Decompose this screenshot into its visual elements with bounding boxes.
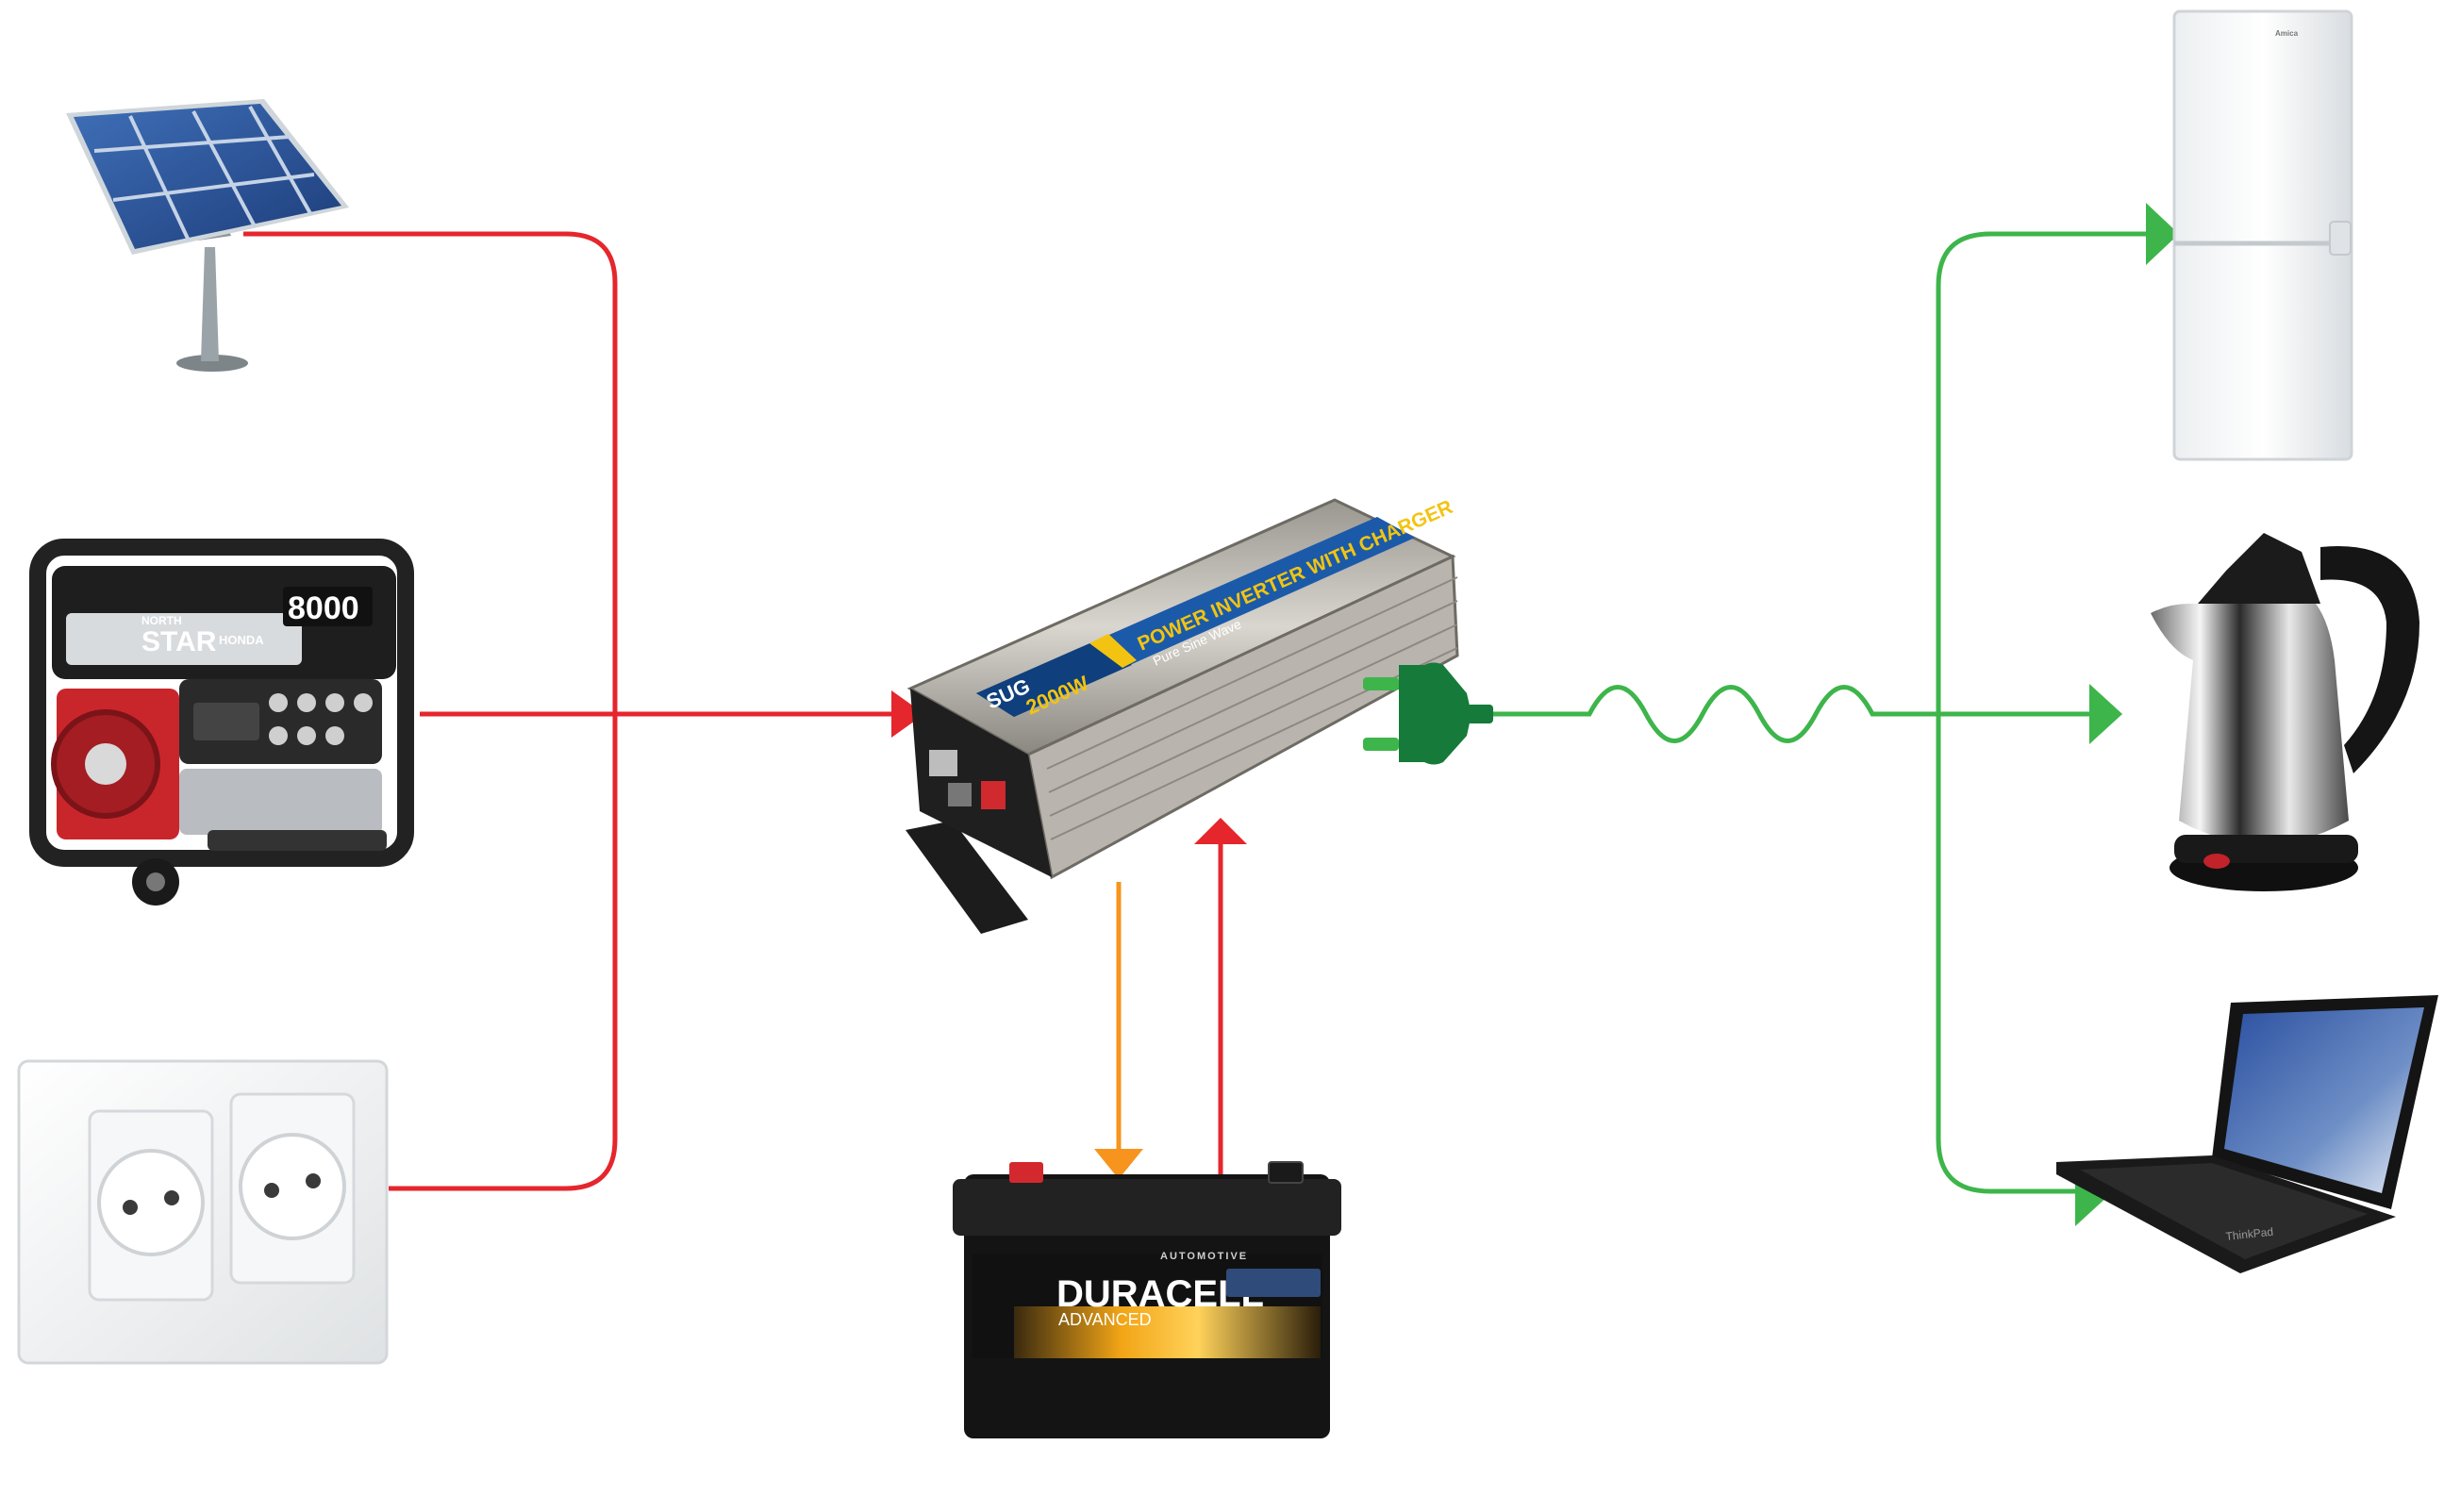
refrigerator-icon: Amica xyxy=(2172,9,2353,461)
generator-model: 8000 xyxy=(288,590,359,626)
generator-brand-top: NORTH xyxy=(141,614,182,627)
refrigerator-brand: Amica xyxy=(2275,29,2299,38)
arrow-to-kettle xyxy=(2089,684,2122,744)
wire-output-bus xyxy=(1936,231,2155,1194)
plug-icon xyxy=(1363,662,1493,765)
generator-brand: STAR xyxy=(141,626,217,657)
arrowheads xyxy=(891,203,2179,1226)
battery-icon: AUTOMOTIVE DURACELL ADVANCED xyxy=(953,1161,1341,1438)
battery-type: AUTOMOTIVE xyxy=(1160,1251,1248,1262)
wire-output-cord xyxy=(1488,685,2103,743)
solar-panel-icon xyxy=(66,99,349,372)
laptop-brand: ThinkPad xyxy=(2225,1225,2274,1243)
arrow-into-battery xyxy=(1094,1149,1143,1179)
kettle-icon xyxy=(2151,533,2419,891)
arrow-into-inverter xyxy=(891,690,924,738)
inverter-icon: SUG 2000W POWER INVERTER WITH CHARGER Pu… xyxy=(906,496,1459,934)
generator-icon: NORTH STAR HONDA 8000 xyxy=(29,539,414,906)
laptop-icon: ThinkPad xyxy=(2056,995,2438,1273)
generator-engine: HONDA xyxy=(219,633,264,647)
inverter-mount-foot xyxy=(906,821,1028,934)
wire-solar-to-bus xyxy=(243,231,618,1191)
battery-line: ADVANCED xyxy=(1058,1310,1152,1329)
wires xyxy=(243,231,2155,1194)
arrow-to-refrigerator xyxy=(2146,203,2179,265)
wall-socket-icon xyxy=(17,1059,389,1365)
arrow-battery-up xyxy=(1194,818,1247,844)
